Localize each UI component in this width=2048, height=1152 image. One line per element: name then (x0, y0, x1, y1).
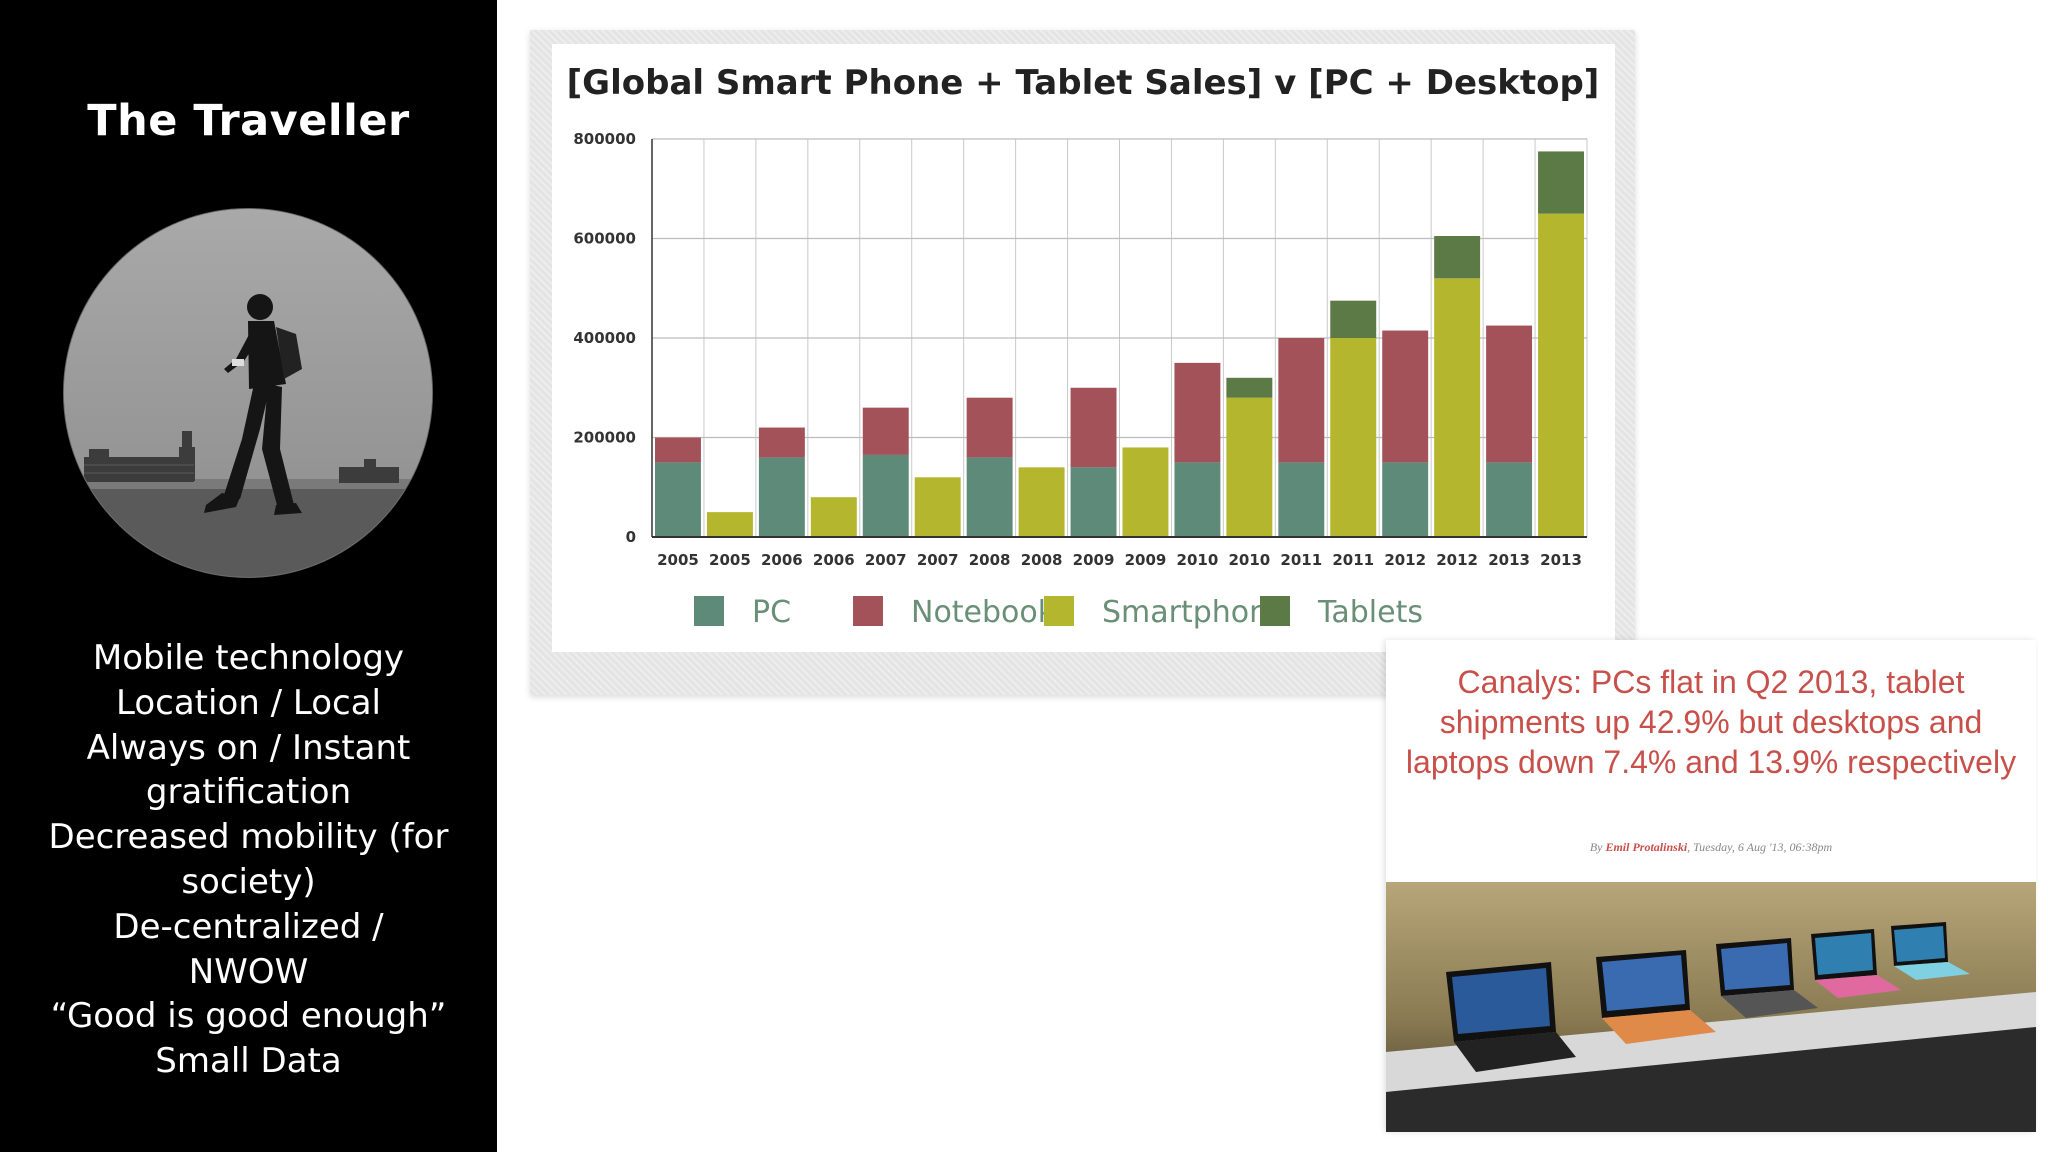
bar-smartphone (706, 512, 753, 537)
bar-tablets (1434, 236, 1481, 279)
legend-swatch-tablets (1260, 596, 1290, 626)
tablets-photo (1386, 882, 2036, 1132)
x-tick-label: 2008 (1021, 551, 1063, 569)
legend-label-smartphone: Smartphone (1102, 595, 1287, 630)
byline-date: , Tuesday, 6 Aug '13, 06:38pm (1687, 840, 1833, 854)
y-tick-label: 600000 (573, 230, 636, 248)
bar-pc (966, 457, 1013, 537)
list-item: NWOW (188, 951, 309, 992)
traveller-photo-illustration (64, 209, 432, 577)
bar-tablets (1226, 377, 1273, 398)
bar-notebook (1382, 330, 1429, 463)
x-tick-label: 2010 (1177, 551, 1219, 569)
x-tick-label: 2007 (917, 551, 959, 569)
list-item: De-centralized / (113, 906, 384, 947)
x-tick-label: 2009 (1073, 551, 1115, 569)
bar-notebook (655, 437, 701, 463)
x-tick-label: 2005 (709, 551, 751, 569)
x-tick-label: 2013 (1540, 551, 1582, 569)
bar-tablets (1330, 300, 1377, 338)
legend-swatch-pc (694, 596, 724, 626)
article-card: Canalys: PCs flat in Q2 2013, tablet shi… (1386, 640, 2036, 1132)
bar-smartphone (1330, 338, 1377, 537)
bar-smartphone (1538, 213, 1584, 537)
bar-pc (862, 454, 909, 537)
bar-pc (1486, 462, 1533, 537)
x-tick-label: 2006 (813, 551, 855, 569)
x-tick-label: 2009 (1125, 551, 1167, 569)
bar-smartphone (914, 477, 961, 537)
x-tick-label: 2011 (1332, 551, 1374, 569)
bar-pc (1070, 467, 1117, 537)
bar-notebook (758, 427, 805, 458)
x-tick-label: 2008 (969, 551, 1011, 569)
list-item: Small Data (155, 1041, 342, 1082)
bar-notebook (1486, 325, 1533, 463)
article-headline: Canalys: PCs flat in Q2 2013, tablet shi… (1405, 664, 2017, 780)
x-tick-label: 2011 (1280, 551, 1322, 569)
list-item: gratification (145, 772, 352, 813)
article-byline: By Emil Protalinski, Tuesday, 6 Aug '13,… (1386, 840, 2036, 855)
chart-title: [Global Smart Phone + Tablet Sales] v [P… (567, 63, 1600, 103)
bar-notebook (1174, 362, 1221, 463)
bar-tablets (1538, 151, 1584, 214)
bar-pc (1382, 462, 1429, 537)
list-item: “Good is good enough” (50, 996, 447, 1037)
x-tick-label: 2013 (1488, 551, 1530, 569)
bar-notebook (862, 407, 909, 455)
tablets-photo-illustration (1386, 882, 2036, 1132)
slide-title: The Traveller (87, 96, 410, 146)
bar-smartphone (810, 497, 857, 537)
traveller-photo (63, 208, 433, 578)
sidebar: The Traveller (0, 0, 497, 1152)
chart-card: [Global Smart Phone + Tablet Sales] v [P… (530, 30, 1635, 695)
list-item: society) (181, 861, 316, 902)
x-tick-label: 2010 (1228, 551, 1270, 569)
list-item: Mobile technology (92, 638, 405, 678)
x-tick-label: 2012 (1384, 551, 1426, 569)
byline-prefix: By (1589, 840, 1606, 854)
bar-notebook (966, 397, 1013, 458)
bar-smartphone (1226, 397, 1273, 537)
legend-swatch-smartphone (1044, 596, 1074, 626)
bar-smartphone (1122, 447, 1169, 537)
bar-notebook (1070, 387, 1117, 468)
y-tick-label: 800000 (573, 130, 636, 148)
bar-smartphone (1434, 278, 1481, 537)
bar-pc (758, 457, 805, 537)
legend-label-notebook: Notebook (911, 595, 1056, 630)
legend-label-tablets: Tablets (1317, 595, 1423, 630)
y-tick-label: 0 (626, 528, 636, 546)
key-points-list: Mobile technology Location / Local Alway… (20, 636, 477, 1084)
chart-panel: [Global Smart Phone + Tablet Sales] v [P… (552, 44, 1615, 652)
x-tick-label: 2007 (865, 551, 907, 569)
y-tick-label: 200000 (573, 429, 636, 447)
x-tick-label: 2012 (1436, 551, 1478, 569)
bar-notebook (1278, 338, 1325, 463)
list-item: Decreased mobility (for (48, 817, 449, 858)
bar-pc (1174, 462, 1221, 537)
bar-pc (1278, 462, 1325, 537)
legend-swatch-notebook (853, 596, 883, 626)
list-item: Always on / Instant (86, 727, 411, 768)
x-tick-label: 2005 (657, 551, 699, 569)
x-tick-label: 2006 (761, 551, 803, 569)
byline-author: Emil Protalinski (1605, 840, 1688, 854)
bar-pc (655, 462, 701, 537)
y-tick-label: 400000 (573, 329, 636, 347)
sales-chart: [Global Smart Phone + Tablet Sales] v [P… (567, 63, 1600, 630)
bar-smartphone (1018, 467, 1065, 537)
legend-label-pc: PC (752, 595, 791, 630)
list-item: Location / Local (116, 682, 381, 723)
